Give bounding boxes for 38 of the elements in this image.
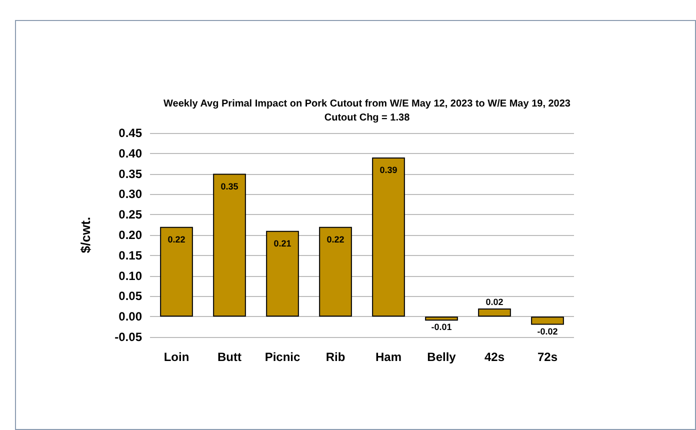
y-tick-label: 0.05 [118, 289, 142, 304]
bar [531, 316, 564, 325]
y-tick-label: 0.35 [118, 166, 142, 181]
chart-title: Weekly Avg Primal Impact on Pork Cutout from W/E May 12, 2023 to W/E May 19, 2023 [164, 98, 571, 110]
chart-subtitle: Cutout Chg = 1.38 [324, 112, 410, 124]
y-tick-label: 0.00 [118, 310, 142, 324]
y-tick-label: 0.45 [118, 126, 142, 140]
data-label: -0.02 [537, 326, 558, 336]
data-label: 0.35 [220, 181, 238, 192]
y-tick-label: 0.25 [118, 208, 142, 222]
bar [160, 226, 193, 317]
y-tick-label: 0.15 [118, 248, 142, 262]
y-tick-label: -0.05 [114, 330, 142, 344]
x-tick-label: Ham [375, 350, 402, 364]
data-label: 0.21 [274, 238, 292, 248]
bar [372, 157, 405, 317]
data-label: 0.22 [326, 234, 344, 244]
y-tick-label: 0.30 [118, 187, 142, 202]
x-tick-label: Loin [164, 350, 190, 364]
y-tick-label: 0.10 [118, 268, 142, 283]
bar [319, 226, 352, 317]
y-tick-label: 0.20 [118, 228, 142, 242]
x-tick-label: Belly [427, 350, 456, 364]
bar [266, 230, 299, 317]
x-tick-label: Rib [326, 350, 346, 364]
x-tick-label: Butt [218, 350, 242, 364]
bar [478, 308, 511, 317]
data-label: 0.02 [486, 296, 504, 307]
bar [425, 316, 458, 321]
data-label: 0.22 [168, 234, 186, 244]
data-label: -0.01 [431, 322, 452, 332]
x-tick-label: 72s [537, 350, 558, 364]
bar [213, 174, 246, 317]
x-tick-label: 42s [484, 350, 505, 364]
y-axis-title: $/cwt. [78, 216, 93, 254]
x-tick-label: Picnic [264, 350, 300, 364]
data-label: 0.39 [380, 164, 398, 175]
y-tick-label: 0.40 [118, 146, 142, 160]
